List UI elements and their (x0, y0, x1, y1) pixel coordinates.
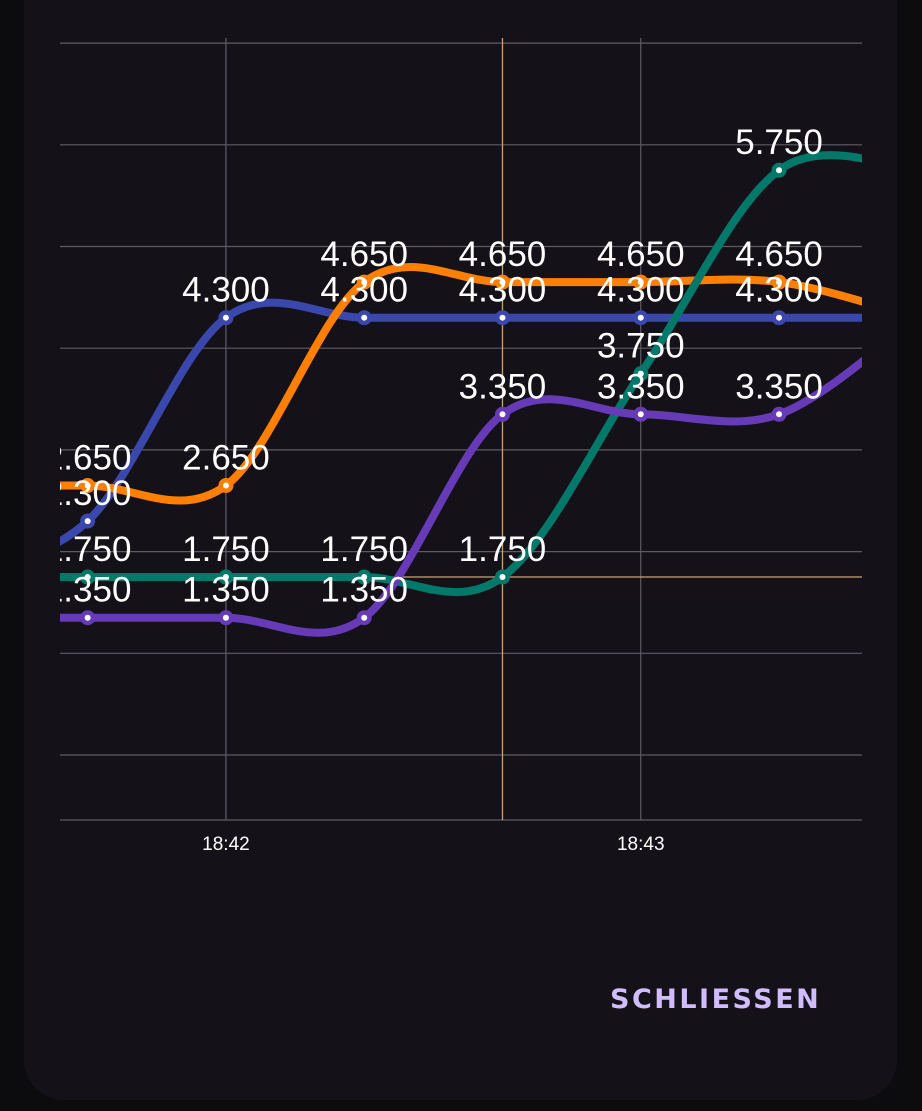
data-point-center (499, 314, 506, 321)
data-point-center (222, 574, 229, 581)
data-point-center (637, 411, 644, 418)
data-point-center (499, 574, 506, 581)
data-label: 4.650 (735, 235, 823, 274)
chart-dialog (24, 0, 897, 1100)
data-point-center (637, 279, 644, 286)
series-line-0 (60, 298, 862, 546)
x-tick-label: 18:43 (617, 834, 665, 855)
data-point-center (776, 167, 783, 174)
data-point-center (84, 518, 91, 525)
data-label: 4.300 (182, 271, 270, 310)
data-label: 1.350 (182, 571, 270, 610)
data-point-center (776, 411, 783, 418)
series-line-3 (60, 356, 862, 637)
data-label: 3.350 (597, 367, 685, 406)
close-button[interactable]: SCHLIESSEN (610, 984, 822, 1015)
data-label: 1.750 (459, 530, 547, 569)
data-point-center (914, 167, 920, 173)
data-point-center (776, 314, 783, 321)
data-point-center (222, 614, 229, 621)
data-point (910, 310, 922, 325)
data-point-center (222, 482, 229, 489)
data-label: 1.750 (44, 530, 132, 569)
data-point-center (361, 314, 368, 321)
data-point-center (499, 411, 506, 418)
data-label: 4.650 (597, 235, 685, 274)
data-label: 2.650 (44, 438, 132, 477)
data-point-center (776, 279, 783, 286)
data-label: 2.300 (44, 474, 132, 513)
data-point-center (84, 614, 91, 621)
data-point (910, 163, 922, 178)
data-label: 4.300 (320, 271, 408, 310)
data-label: 2.650 (182, 438, 270, 477)
data-point-center (84, 482, 91, 489)
series-line-1 (60, 263, 862, 505)
data-point-center (499, 279, 506, 286)
data-label: 3.350 (459, 367, 547, 406)
data-point-center (84, 574, 91, 581)
data-point-center (637, 370, 644, 377)
data-point (910, 310, 922, 325)
data-label: 4.300 (459, 271, 547, 310)
data-label: 1.350 (44, 571, 132, 610)
data-label: 3.750 (597, 327, 685, 366)
x-tick-label: 18:42 (202, 834, 250, 855)
data-point-center (361, 614, 368, 621)
series-line-2 (60, 151, 862, 597)
data-label: 4.650 (320, 235, 408, 274)
data-point-center (637, 314, 644, 321)
data-point-center (361, 279, 368, 286)
data-label: 1.750 (182, 530, 270, 569)
data-point-center (222, 314, 229, 321)
data-label: 4.650 (459, 235, 547, 274)
data-label: 5.750 (735, 123, 823, 162)
data-point-center (914, 315, 920, 321)
data-label: 4.300 (735, 271, 823, 310)
data-point-center (914, 315, 920, 321)
data-label: 3.350 (735, 367, 823, 406)
data-point-center (914, 315, 920, 321)
data-label: 1.350 (320, 571, 408, 610)
data-label: 4.300 (597, 271, 685, 310)
data-label: 1.750 (320, 530, 408, 569)
data-point-center (361, 574, 368, 581)
data-point (910, 310, 922, 325)
